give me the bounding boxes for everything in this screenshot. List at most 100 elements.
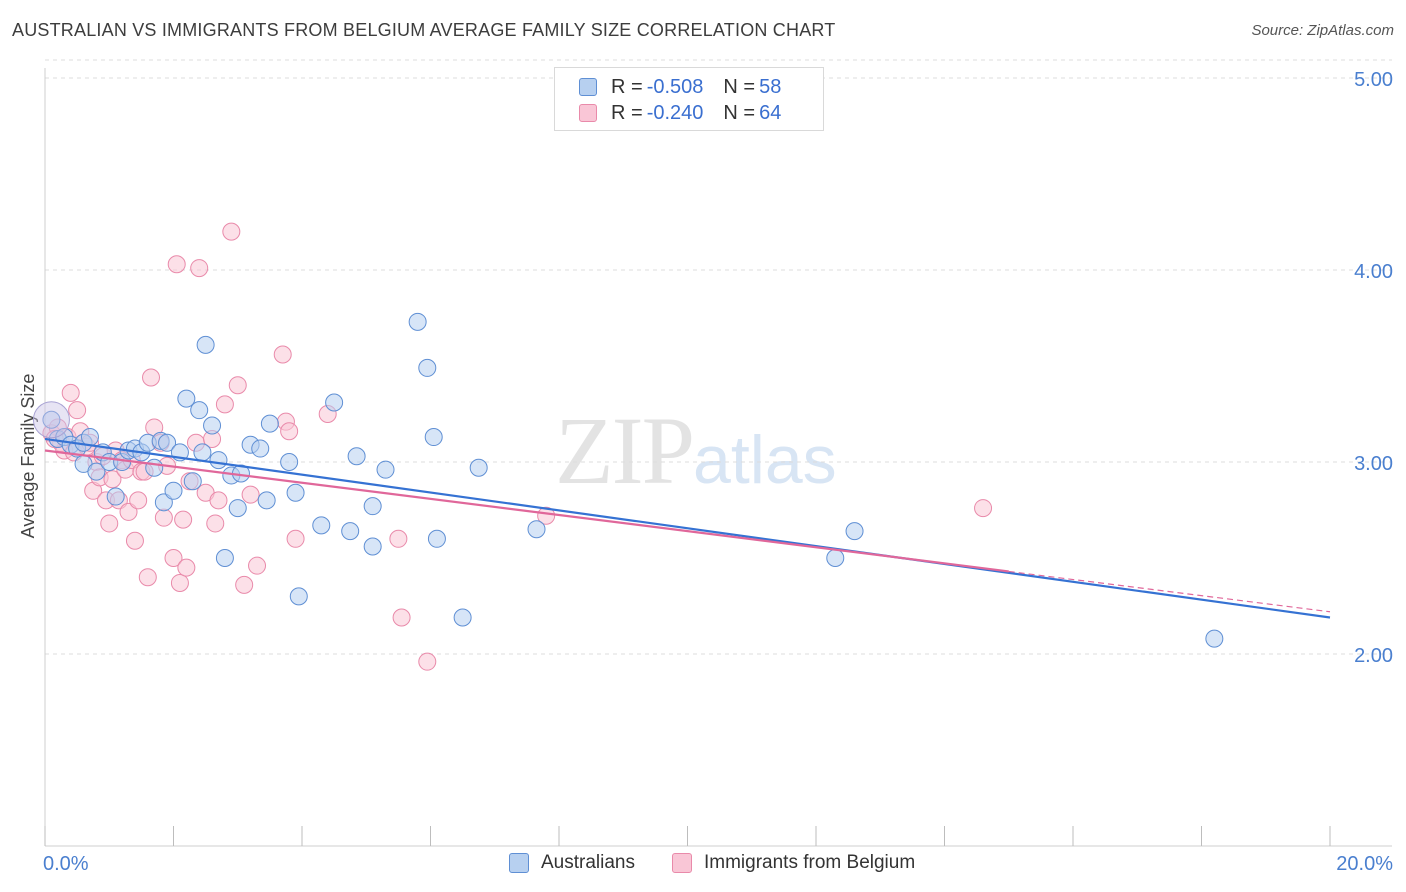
point-belgium: [222, 222, 241, 241]
point-belgium: [129, 491, 148, 510]
bottom-legend: Australians Immigrants from Belgium: [0, 852, 1406, 878]
point-australians: [42, 410, 61, 429]
point-belgium: [974, 499, 993, 518]
point-belgium: [68, 401, 87, 420]
point-belgium: [286, 529, 305, 548]
point-australians: [87, 462, 106, 481]
point-australians: [196, 335, 215, 354]
trend-line-belgium: [44, 449, 1009, 573]
bottom-legend-australians: Australians: [509, 852, 635, 874]
point-belgium: [170, 573, 189, 592]
chart-title: AUSTRALIAN VS IMMIGRANTS FROM BELGIUM AV…: [12, 20, 836, 40]
point-australians: [418, 358, 437, 377]
legend-n-label: N =: [723, 75, 756, 98]
watermark-atlas: atlas: [693, 422, 837, 498]
point-belgium: [174, 510, 193, 529]
x-tick-label: 20.0%: [1336, 853, 1393, 875]
trend-line-belgium-extension: [1008, 570, 1331, 613]
point-australians: [203, 416, 222, 435]
legend-r-label: R =: [611, 101, 643, 124]
point-belgium: [125, 531, 144, 550]
point-australians: [469, 458, 488, 477]
point-australians: [286, 483, 305, 502]
point-belgium: [103, 470, 122, 489]
legend-swatch-australians: [579, 78, 597, 96]
point-australians: [154, 493, 173, 512]
point-australians: [80, 428, 99, 447]
legend-box: R = -0.508 N = 58 R = -0.240 N = 64: [554, 67, 824, 131]
bottom-legend-belgium: Immigrants from Belgium: [672, 852, 915, 874]
trend-line-australians: [44, 437, 1331, 619]
point-australians: [347, 447, 366, 466]
point-australians: [260, 414, 279, 433]
point-belgium: [241, 485, 260, 504]
point-cluster: [32, 401, 70, 439]
point-belgium: [235, 575, 254, 594]
point-belgium: [228, 376, 247, 395]
legend-swatch-belgium: [579, 104, 597, 122]
point-belgium: [248, 556, 267, 575]
point-australians: [183, 472, 202, 491]
point-australians: [289, 587, 308, 606]
source-label: Source: ZipAtlas.com: [1251, 22, 1394, 39]
point-australians: [164, 481, 183, 500]
point-belgium: [138, 568, 157, 587]
point-belgium: [273, 345, 292, 364]
point-belgium: [389, 529, 408, 548]
point-australians: [408, 312, 427, 331]
bottom-legend-label-belgium: Immigrants from Belgium: [704, 852, 916, 873]
point-belgium: [392, 608, 411, 627]
point-australians: [453, 608, 472, 627]
y-tick-label: 4.00: [1354, 261, 1393, 283]
zipatlas-watermark: ZIPatlas: [555, 395, 837, 506]
point-belgium: [61, 383, 80, 402]
point-australians: [251, 439, 270, 458]
y-tick-label: 3.00: [1354, 453, 1393, 475]
point-australians: [280, 453, 299, 471]
point-australians: [376, 460, 395, 479]
point-belgium: [167, 255, 186, 274]
legend-n-label: N =: [723, 101, 756, 124]
point-belgium: [142, 368, 161, 387]
point-australians: [527, 520, 546, 539]
point-australians: [158, 433, 177, 452]
point-belgium: [280, 422, 299, 441]
y-axis-label: Average Family Size: [18, 374, 38, 539]
legend-r-value: -0.240: [646, 101, 704, 124]
bottom-legend-swatch-australians: [509, 853, 529, 873]
point-australians: [845, 522, 864, 541]
point-australians: [193, 443, 212, 462]
point-australians: [325, 393, 344, 412]
point-belgium: [154, 508, 173, 527]
point-australians: [363, 537, 382, 556]
point-australians: [177, 389, 196, 408]
point-belgium: [190, 259, 209, 278]
legend-r-value: -0.508: [646, 75, 704, 98]
point-australians: [215, 549, 234, 567]
legend-row-australians: R = -0.508 N = 58: [579, 74, 781, 100]
point-australians: [190, 401, 209, 420]
point-belgium: [164, 549, 183, 567]
point-belgium: [100, 514, 119, 533]
y-tick-label: 2.00: [1354, 645, 1393, 667]
point-australians: [826, 549, 845, 567]
point-australians: [427, 529, 446, 548]
legend-r-label: R =: [611, 75, 643, 98]
legend-row-belgium: R = -0.240 N = 64: [579, 100, 781, 126]
bottom-legend-label-australians: Australians: [541, 852, 635, 873]
legend-n-value: 64: [759, 101, 782, 124]
watermark-zip: ZIP: [555, 397, 695, 504]
point-australians: [228, 499, 247, 518]
point-belgium: [537, 506, 556, 525]
point-australians: [106, 487, 125, 506]
legend-n-value: 58: [759, 75, 782, 98]
point-australians: [257, 491, 276, 510]
y-tick-label: 5.00: [1354, 69, 1393, 91]
point-belgium: [215, 395, 234, 414]
point-belgium: [206, 514, 225, 533]
x-tick-label: 0.0%: [43, 853, 89, 875]
point-belgium: [119, 502, 138, 521]
point-belgium: [418, 652, 437, 671]
point-belgium: [209, 491, 228, 510]
